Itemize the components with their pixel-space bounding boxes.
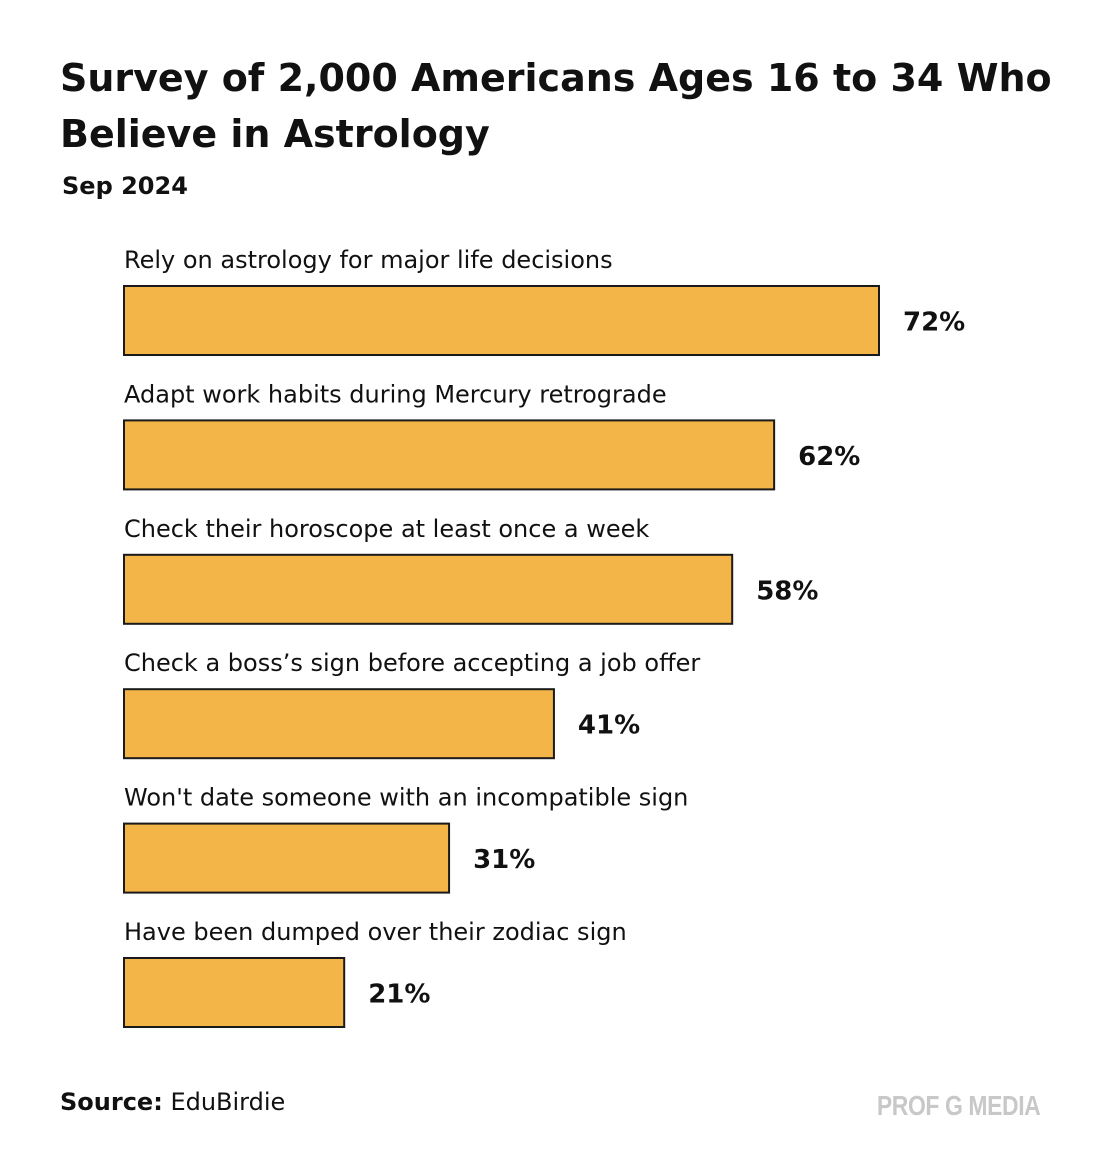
category-label: Check their horoscope at least once a we… — [124, 515, 649, 543]
value-label: 21% — [368, 980, 430, 1010]
bar — [123, 553, 734, 625]
source-label: Source: — [60, 1088, 163, 1116]
bar — [123, 688, 555, 760]
category-label: Check a boss’s sign before accepting a j… — [124, 649, 700, 677]
bar — [123, 419, 776, 491]
bar — [123, 822, 451, 894]
bar — [123, 285, 880, 356]
value-label: 31% — [473, 845, 535, 875]
value-label: 58% — [756, 576, 818, 606]
category-label: Adapt work habits during Mercury retrogr… — [124, 380, 667, 408]
source-value: EduBirdie — [170, 1088, 286, 1116]
source-line: Source: EduBirdie — [60, 1088, 285, 1116]
value-label: 41% — [578, 711, 640, 741]
brand-logo: PROF G MEDIA — [876, 1090, 1041, 1121]
value-label: 62% — [798, 442, 860, 472]
bar-chart: Rely on astrology for major life decisio… — [123, 246, 965, 1028]
category-label: Won't date someone with an incompatible … — [124, 784, 688, 812]
category-label: Rely on astrology for major life decisio… — [124, 246, 613, 274]
category-label: Have been dumped over their zodiac sign — [124, 918, 627, 946]
chart-title: Survey of 2,000 Americans Ages 16 to 34 … — [60, 56, 1052, 156]
value-label: 72% — [903, 308, 965, 338]
chart-subtitle: Sep 2024 — [62, 172, 188, 200]
bar — [123, 957, 346, 1028]
